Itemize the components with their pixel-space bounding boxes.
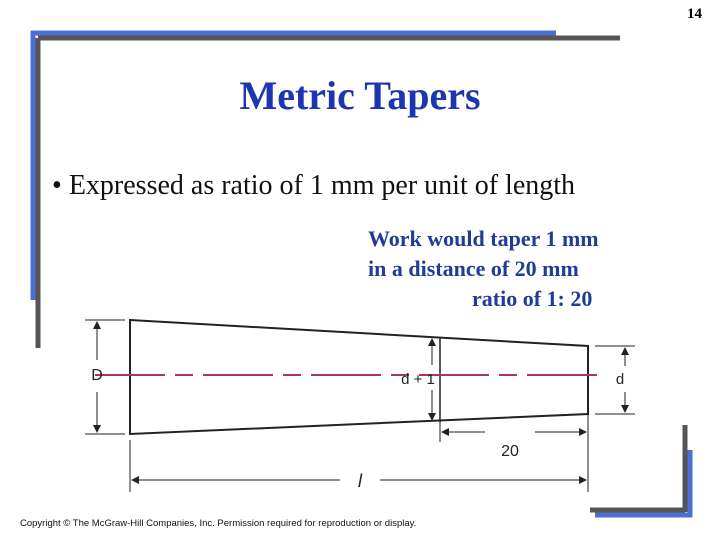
- label-20: 20: [501, 443, 519, 460]
- note-line: ratio of 1: 20: [472, 286, 593, 311]
- note-line: Work would taper 1 mm: [368, 226, 599, 251]
- bullet: • Expressed as ratio of 1 mm per unit of…: [52, 170, 576, 201]
- bullet-text: Expressed as ratio of 1 mm per unit of l…: [68, 170, 576, 201]
- label-l: l: [358, 471, 363, 491]
- title: Metric Tapers: [239, 73, 481, 118]
- page-number: 14: [687, 6, 702, 22]
- label-D: D: [91, 367, 103, 384]
- note: Work would taper 1 mm in a distance of 2…: [368, 224, 599, 314]
- note-line: in a distance of 20 mm: [368, 256, 579, 281]
- label-d-plus-1: d + 1: [401, 371, 435, 388]
- label-d: d: [616, 371, 624, 388]
- copyright: Copyright © The McGraw-Hill Companies, I…: [20, 518, 417, 529]
